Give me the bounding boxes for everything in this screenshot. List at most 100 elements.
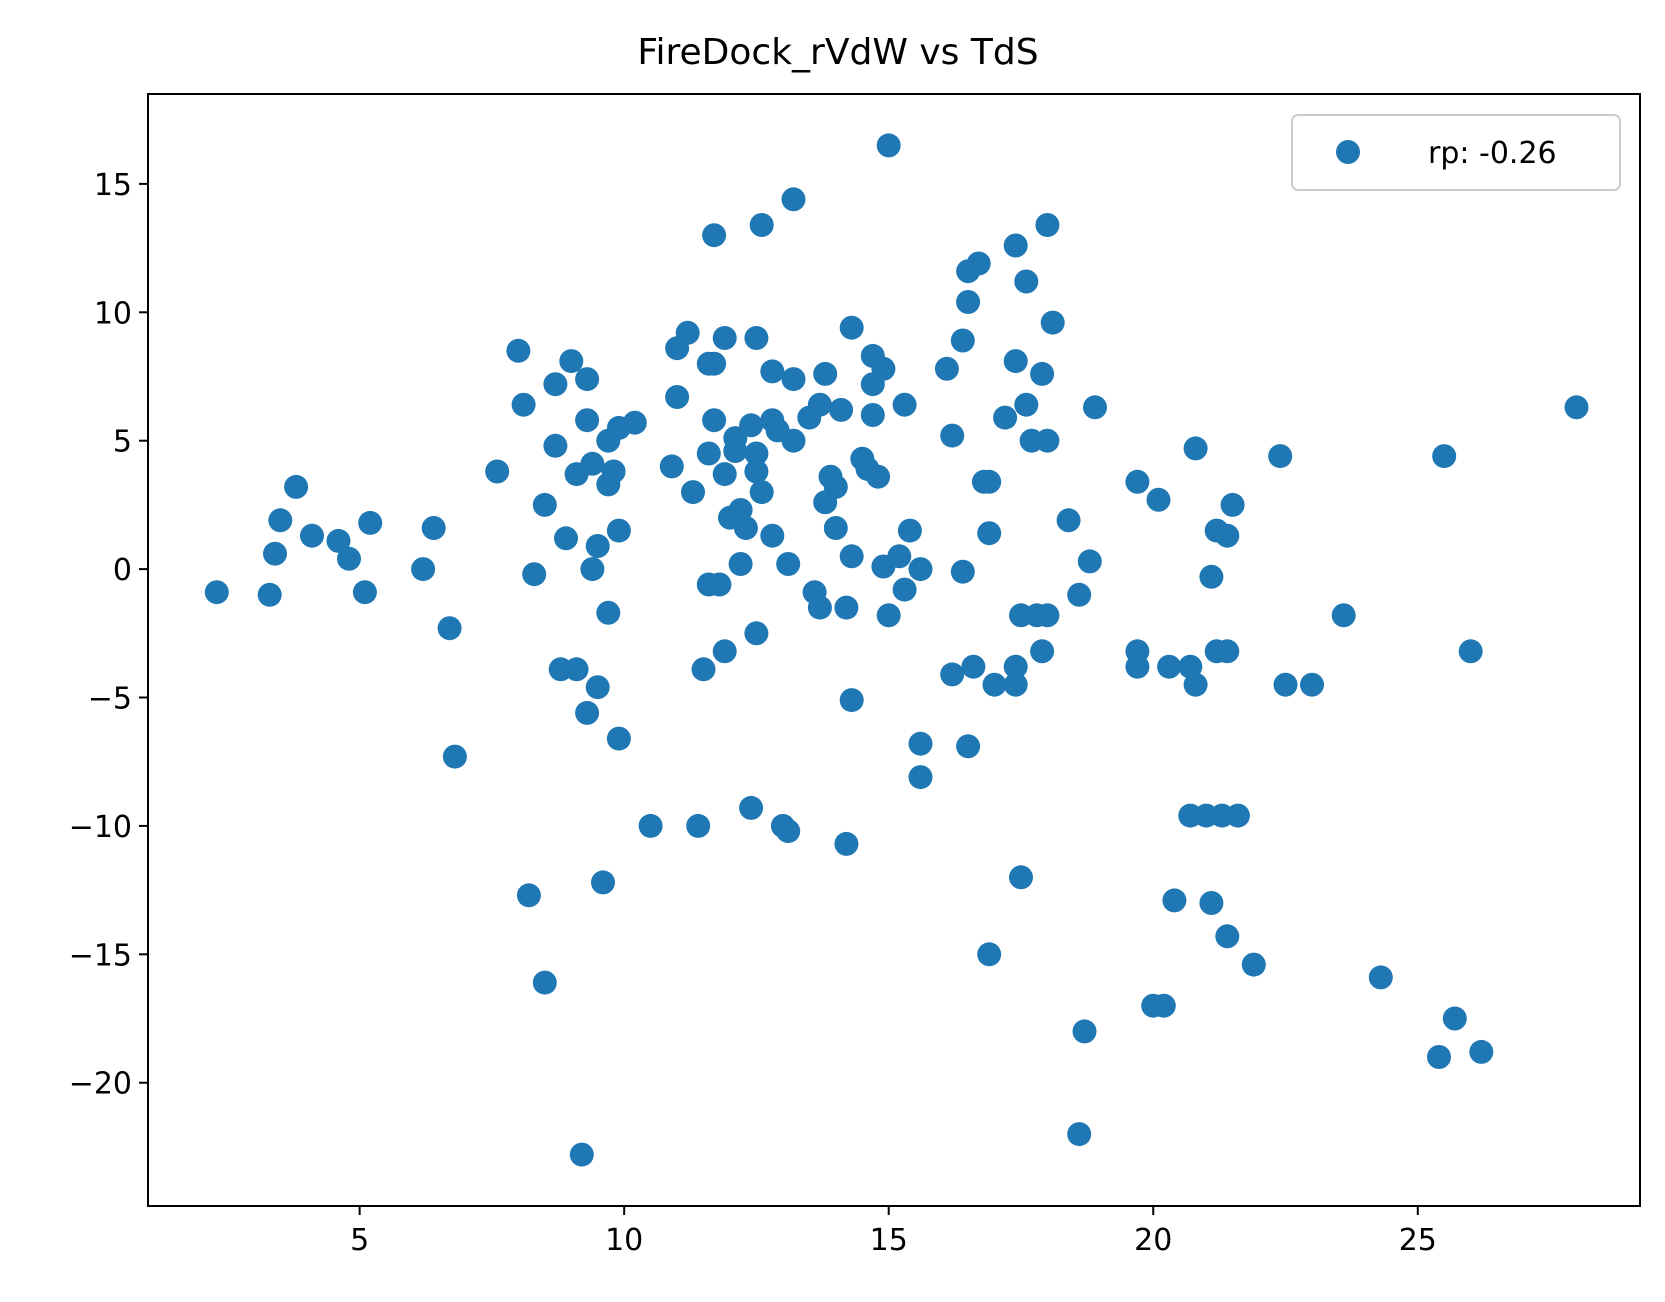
scatter-point xyxy=(807,392,832,417)
scatter-point xyxy=(580,451,605,476)
scatter-point xyxy=(1368,965,1393,990)
scatter-point xyxy=(411,557,436,582)
scatter-point xyxy=(749,213,774,237)
scatter-point xyxy=(1035,428,1060,453)
scatter-point xyxy=(908,731,933,756)
x-tick-label: 15 xyxy=(870,1223,908,1258)
scatter-point xyxy=(966,251,991,276)
scatter-point xyxy=(564,657,589,682)
scatter-point xyxy=(437,616,462,641)
scatter-point xyxy=(1151,993,1176,1018)
y-tick-label: −10 xyxy=(69,810,132,845)
scatter-point xyxy=(506,338,531,363)
scatter-point xyxy=(839,688,864,713)
scatter-point xyxy=(744,441,769,466)
scatter-point xyxy=(776,552,801,576)
scatter-point xyxy=(728,552,753,576)
scatter-point xyxy=(421,516,446,540)
scatter-point xyxy=(585,534,610,558)
scatter-point xyxy=(781,367,806,392)
scatter-point xyxy=(1427,1045,1451,1069)
scatter-point xyxy=(622,410,647,435)
scatter-point xyxy=(591,870,615,895)
scatter-point xyxy=(744,326,769,350)
scatter-point xyxy=(744,459,769,484)
scatter-point xyxy=(543,433,568,458)
scatter-point xyxy=(1067,582,1092,607)
scatter-point xyxy=(1003,672,1028,697)
scatter-point xyxy=(1077,549,1102,574)
scatter-point xyxy=(204,580,229,605)
scatter-point xyxy=(1442,1006,1467,1031)
scatter-point xyxy=(1072,1019,1097,1044)
scatter-point xyxy=(712,462,737,487)
scatter-point xyxy=(950,559,975,584)
scatter-point xyxy=(940,662,965,687)
scatter-point xyxy=(993,405,1018,430)
scatter-point xyxy=(1003,233,1028,258)
scatter-point xyxy=(876,133,901,158)
scatter-point xyxy=(1331,603,1356,628)
scatter-point xyxy=(326,528,351,553)
scatter-point xyxy=(982,672,1007,697)
scatter-point xyxy=(638,813,663,838)
legend-box xyxy=(1291,114,1621,191)
scatter-point xyxy=(1157,654,1182,679)
scatter-point xyxy=(702,408,727,433)
x-tick-label: 20 xyxy=(1134,1223,1172,1258)
scatter-point xyxy=(1014,269,1039,294)
scatter-point xyxy=(1215,523,1240,548)
scatter-point xyxy=(733,516,758,540)
y-tick-label: 15 xyxy=(94,168,132,203)
legend: rp: -0.26 xyxy=(1291,114,1621,191)
scatter-point xyxy=(1469,1039,1494,1064)
scatter-point xyxy=(1300,672,1324,697)
scatter-point xyxy=(691,657,716,682)
scatter-point xyxy=(580,557,605,582)
scatter-point xyxy=(702,351,727,376)
y-tick-label: −5 xyxy=(88,682,132,717)
scatter-point xyxy=(1564,395,1589,420)
scatter-point xyxy=(1268,444,1293,469)
y-tick-label: −15 xyxy=(69,938,132,973)
scatter-point xyxy=(516,883,541,908)
scatter-point xyxy=(1432,444,1457,469)
scatter-point xyxy=(1241,952,1266,977)
scatter-point xyxy=(712,639,737,664)
scatter-point xyxy=(1215,639,1240,664)
scatter-point xyxy=(1035,603,1060,628)
scatter-point xyxy=(807,595,832,620)
chart-title: FireDock_rVdW vs TdS xyxy=(637,32,1038,73)
scatter-point xyxy=(908,557,933,582)
y-tick-label: −20 xyxy=(69,1067,132,1102)
scatter-point xyxy=(485,459,510,484)
scatter-point xyxy=(1178,654,1203,679)
scatter-point xyxy=(1220,492,1245,517)
scatter-point xyxy=(606,518,631,543)
scatter-point xyxy=(977,521,1002,546)
scatter-point xyxy=(887,544,912,569)
scatter-point xyxy=(702,223,727,248)
scatter-point xyxy=(1225,803,1250,828)
scatter-point xyxy=(1199,564,1224,589)
scatter-point xyxy=(352,580,377,605)
plot-area-frame xyxy=(147,93,1641,1207)
scatter-point xyxy=(1030,361,1055,386)
scatter-point xyxy=(956,290,981,314)
scatter-point xyxy=(268,508,293,533)
scatter-point xyxy=(728,498,753,522)
scatter-point xyxy=(575,408,600,433)
scatter-point xyxy=(569,1142,594,1167)
scatter-point xyxy=(1162,888,1187,913)
scatter-point xyxy=(284,474,309,499)
scatter-point xyxy=(601,459,626,484)
y-tick-label: 5 xyxy=(113,425,132,460)
scatter-point xyxy=(712,326,737,350)
scatter-point xyxy=(892,577,917,602)
scatter-point xyxy=(522,562,547,587)
scatter-point xyxy=(263,541,287,566)
scatter-point xyxy=(575,700,600,725)
scatter-point xyxy=(665,385,690,409)
